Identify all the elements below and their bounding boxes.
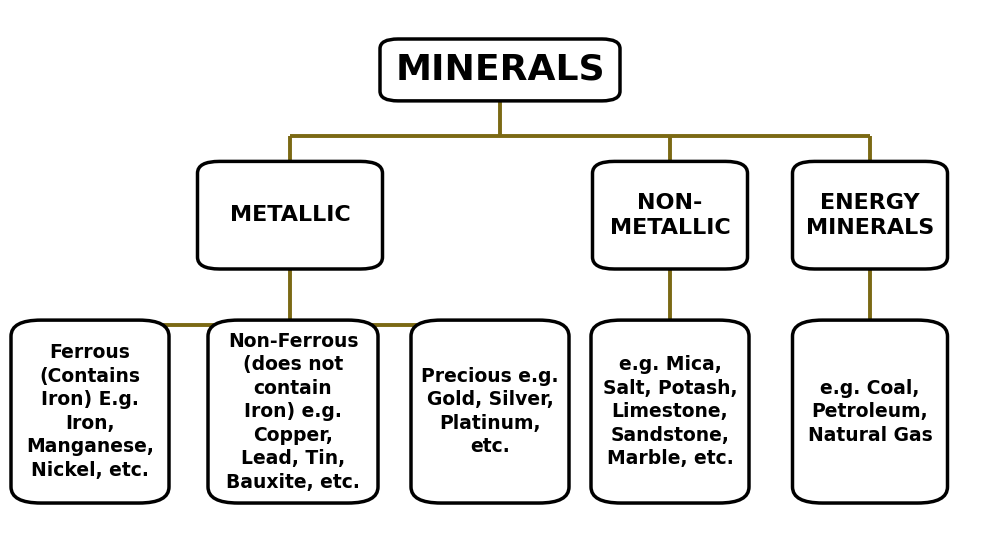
FancyBboxPatch shape: [380, 39, 620, 101]
Text: Ferrous
(Contains
Iron) E.g.
Iron,
Manganese,
Nickel, etc.: Ferrous (Contains Iron) E.g. Iron, Manga…: [26, 343, 154, 480]
FancyBboxPatch shape: [197, 161, 382, 269]
Text: e.g. Mica,
Salt, Potash,
Limestone,
Sandstone,
Marble, etc.: e.g. Mica, Salt, Potash, Limestone, Sand…: [603, 355, 737, 468]
Text: Non-Ferrous
(does not
contain
Iron) e.g.
Copper,
Lead, Tin,
Bauxite, etc.: Non-Ferrous (does not contain Iron) e.g.…: [226, 331, 360, 492]
FancyBboxPatch shape: [792, 320, 948, 503]
Text: METALLIC: METALLIC: [230, 205, 350, 225]
FancyBboxPatch shape: [591, 320, 749, 503]
FancyBboxPatch shape: [11, 320, 169, 503]
FancyBboxPatch shape: [592, 161, 748, 269]
Text: NON-
METALLIC: NON- METALLIC: [610, 193, 730, 238]
FancyBboxPatch shape: [411, 320, 569, 503]
FancyBboxPatch shape: [208, 320, 378, 503]
Text: e.g. Coal,
Petroleum,
Natural Gas: e.g. Coal, Petroleum, Natural Gas: [808, 379, 932, 444]
Text: ENERGY
MINERALS: ENERGY MINERALS: [806, 193, 934, 238]
Text: Precious e.g.
Gold, Silver,
Platinum,
etc.: Precious e.g. Gold, Silver, Platinum, et…: [421, 367, 559, 456]
Text: MINERALS: MINERALS: [395, 53, 605, 87]
FancyBboxPatch shape: [792, 161, 948, 269]
